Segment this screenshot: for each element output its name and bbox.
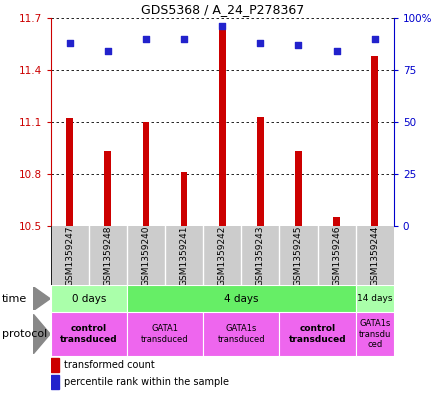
Text: 4 days: 4 days	[224, 294, 259, 304]
Point	[104, 48, 111, 54]
Text: GSM1359243: GSM1359243	[256, 225, 265, 286]
Bar	[203, 312, 279, 356]
Bar	[51, 358, 59, 372]
Text: GSM1359248: GSM1359248	[103, 225, 112, 286]
Text: time: time	[2, 294, 27, 304]
Bar	[143, 122, 149, 226]
Point	[143, 35, 150, 42]
Polygon shape	[33, 287, 50, 310]
Text: protocol: protocol	[2, 329, 48, 339]
Text: GSM1359246: GSM1359246	[332, 225, 341, 286]
Text: GATA1s
transdu
ced: GATA1s transdu ced	[359, 319, 391, 349]
Text: GSM1359241: GSM1359241	[180, 225, 189, 286]
Bar	[219, 26, 226, 226]
Text: GSM1359247: GSM1359247	[65, 225, 74, 286]
Bar	[333, 217, 340, 226]
Text: GATA1
transduced: GATA1 transduced	[141, 324, 189, 344]
Point	[371, 35, 378, 42]
Text: 14 days: 14 days	[357, 294, 392, 303]
Text: GSM1359245: GSM1359245	[294, 225, 303, 286]
Point	[257, 40, 264, 46]
Polygon shape	[33, 314, 50, 354]
Bar	[51, 312, 127, 356]
Text: GSM1359242: GSM1359242	[218, 225, 227, 286]
Point	[295, 42, 302, 48]
Bar	[356, 312, 394, 356]
Bar	[295, 151, 302, 226]
Text: percentile rank within the sample: percentile rank within the sample	[64, 377, 229, 387]
Bar	[257, 117, 264, 226]
Bar	[104, 151, 111, 226]
Bar	[371, 56, 378, 226]
Text: control
transduced: control transduced	[289, 324, 346, 344]
Bar	[51, 375, 59, 389]
Point	[219, 23, 226, 29]
Bar	[127, 285, 356, 312]
Text: GSM1359240: GSM1359240	[141, 225, 150, 286]
Text: GSM1359244: GSM1359244	[370, 225, 379, 286]
Bar	[356, 285, 394, 312]
Bar	[66, 118, 73, 226]
Title: GDS5368 / A_24_P278367: GDS5368 / A_24_P278367	[140, 4, 304, 17]
Point	[180, 35, 187, 42]
Bar	[279, 312, 356, 356]
Text: GATA1s
transduced: GATA1s transduced	[217, 324, 265, 344]
Bar	[127, 312, 203, 356]
Bar	[51, 285, 127, 312]
Text: 0 days: 0 days	[72, 294, 106, 304]
Text: control
transduced: control transduced	[60, 324, 117, 344]
Text: transformed count: transformed count	[64, 360, 155, 370]
Point	[66, 40, 73, 46]
Bar	[181, 172, 187, 226]
Point	[333, 48, 340, 54]
